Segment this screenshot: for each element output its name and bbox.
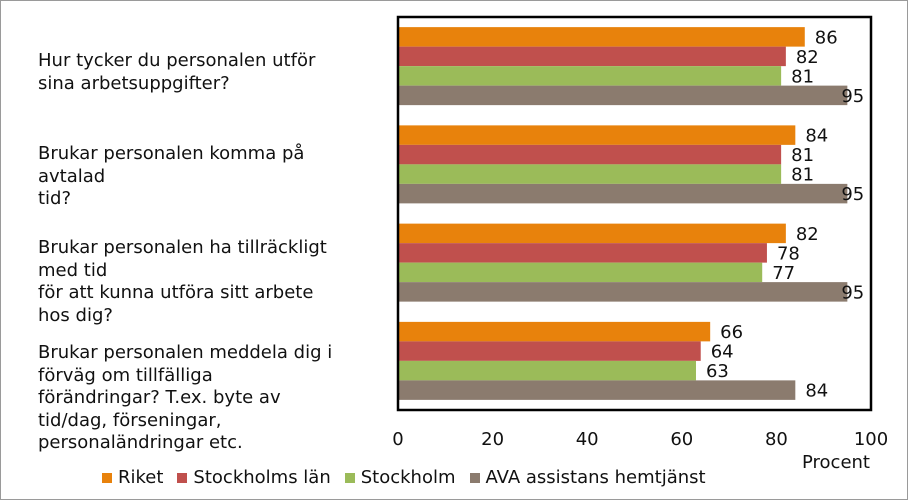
data-label: 95 xyxy=(841,184,864,205)
bar xyxy=(398,164,782,184)
legend-item: Stockholm xyxy=(344,467,456,488)
x-tick-label: 40 xyxy=(576,429,599,450)
legend-item: Stockholms län xyxy=(177,467,331,488)
category-label: Brukar personalen meddela dig i förväg o… xyxy=(38,342,333,453)
x-tick-label: 20 xyxy=(481,429,504,450)
category-label: Brukar personalen komma på avtalad tid? xyxy=(38,143,305,209)
category-label: Hur tycker du personalen utför sina arbe… xyxy=(38,50,316,94)
bar xyxy=(398,380,796,400)
data-label: 78 xyxy=(777,243,800,264)
data-label: 63 xyxy=(706,361,729,382)
bar xyxy=(398,360,696,381)
bar xyxy=(398,341,701,361)
bar xyxy=(398,183,848,204)
data-label: 82 xyxy=(796,224,819,245)
data-label: 64 xyxy=(711,342,734,363)
data-label: 82 xyxy=(796,47,819,68)
legend-label: AVA assistans hemtjänst xyxy=(485,467,706,488)
bar xyxy=(398,223,786,244)
legend-label: Stockholms län xyxy=(193,467,331,488)
bar xyxy=(398,243,767,263)
bar xyxy=(398,144,782,165)
legend-item: AVA assistans hemtjänst xyxy=(469,467,706,488)
data-label: 86 xyxy=(815,27,838,48)
plot-area-border xyxy=(396,15,873,412)
legend-label: Riket xyxy=(118,467,164,488)
bar xyxy=(398,85,848,106)
legend-swatch xyxy=(344,472,355,483)
legend: Riket Stockholms län Stockholm AVA assis… xyxy=(102,467,720,488)
legend-swatch xyxy=(102,472,112,483)
bar xyxy=(398,46,786,67)
legend-swatch xyxy=(177,472,188,483)
legend-label: Stockholm xyxy=(360,467,456,488)
data-label: 66 xyxy=(720,322,743,343)
x-tick-label: 0 xyxy=(392,429,403,450)
data-label: 77 xyxy=(772,263,795,284)
bar xyxy=(398,262,763,283)
bar xyxy=(398,66,782,86)
data-label: 95 xyxy=(841,282,864,303)
bar xyxy=(398,282,848,302)
bar xyxy=(398,27,805,47)
data-label: 84 xyxy=(805,126,828,147)
data-label: 81 xyxy=(791,165,814,186)
category-label: Brukar personalen ha tillräckligt med ti… xyxy=(38,237,327,326)
legend-swatch xyxy=(469,472,480,483)
x-tick-label: 60 xyxy=(670,429,693,450)
bar xyxy=(398,321,711,342)
legend-item: Riket xyxy=(102,467,163,488)
x-axis-title: Procent xyxy=(802,452,870,473)
data-label: 81 xyxy=(791,66,814,87)
data-label: 95 xyxy=(841,86,864,107)
bar xyxy=(398,125,796,145)
x-tick-label: 80 xyxy=(765,429,788,450)
x-tick-label: 100 xyxy=(854,429,888,450)
data-label: 84 xyxy=(805,381,828,402)
data-label: 81 xyxy=(791,145,814,166)
